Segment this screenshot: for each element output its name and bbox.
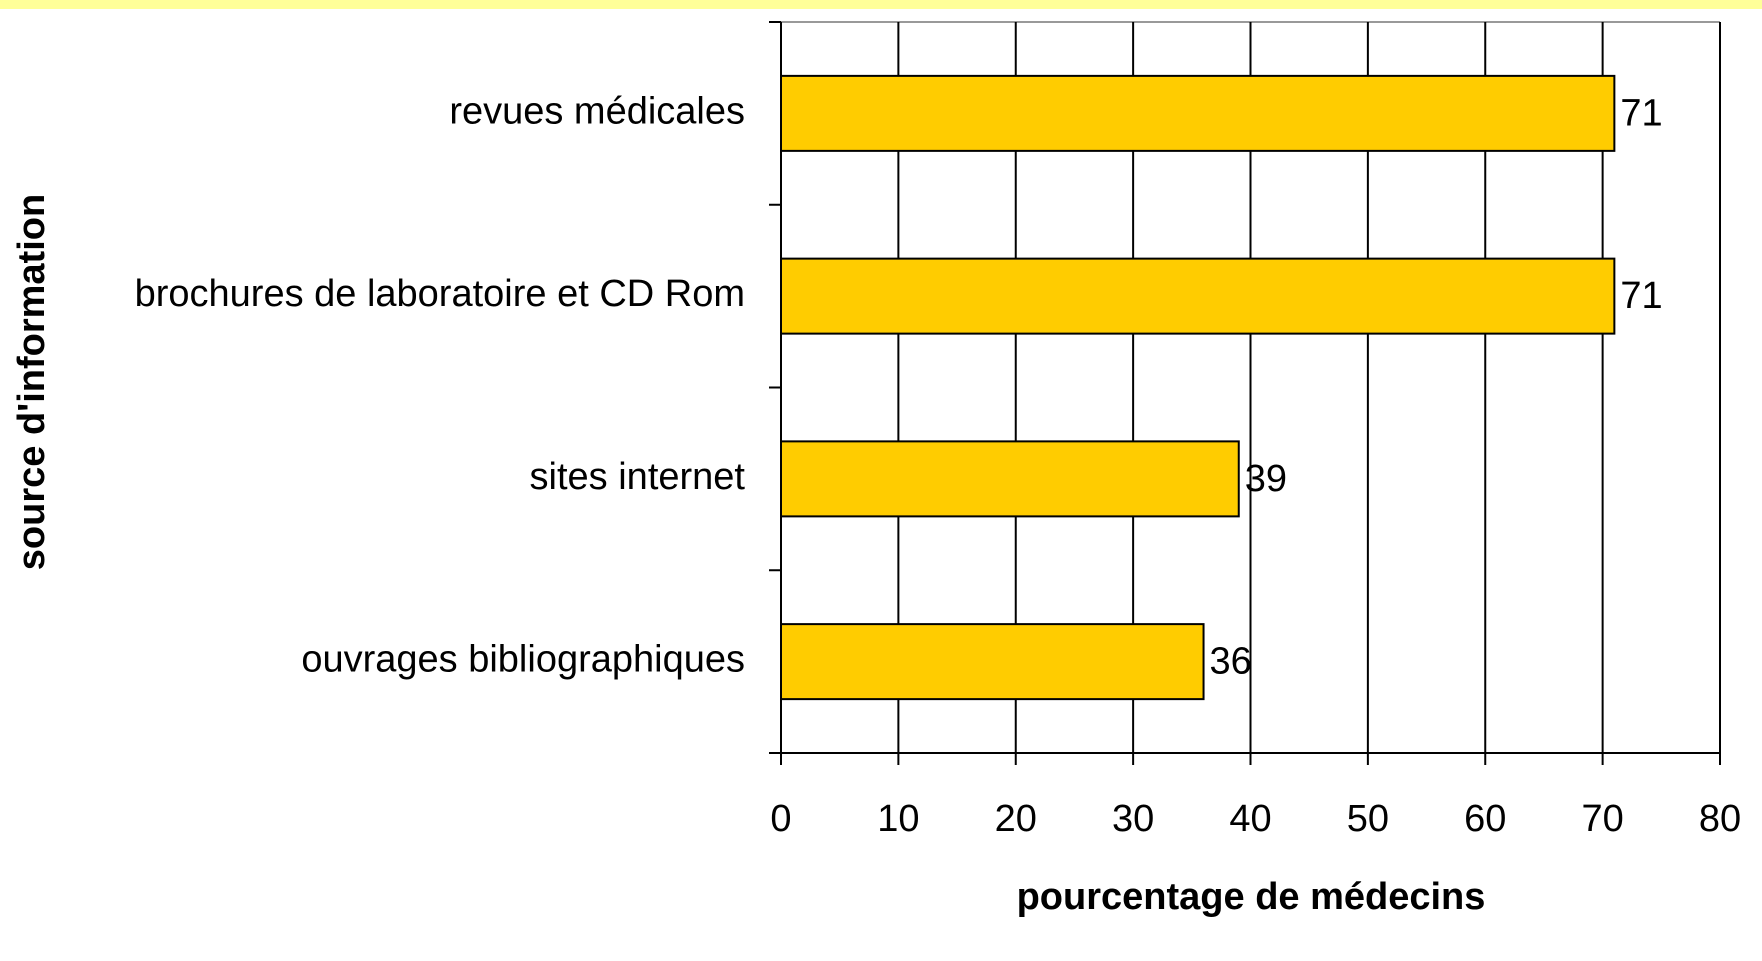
y-axis-title: source d'information: [11, 194, 53, 570]
x-tick-label: 20: [995, 798, 1037, 840]
x-tick-label: 50: [1347, 798, 1389, 840]
x-tick-label: 0: [770, 798, 791, 840]
y-tick-label: brochures de laboratoire et CD Rom: [135, 273, 745, 315]
x-tick-label: 70: [1581, 798, 1623, 840]
bar: [780, 623, 1205, 701]
value-label: 39: [1245, 458, 1287, 500]
bar: [780, 257, 1616, 335]
top-band: [0, 0, 1762, 9]
y-tick-label: sites internet: [530, 456, 746, 498]
x-tick-label: 40: [1229, 798, 1271, 840]
y-tick-label: ouvrages bibliographiques: [301, 639, 745, 681]
value-label: 36: [1210, 641, 1252, 683]
x-tick-label: 30: [1112, 798, 1154, 840]
value-label: 71: [1620, 275, 1662, 317]
value-label: 71: [1620, 92, 1662, 134]
x-tick-label: 10: [877, 798, 919, 840]
y-tick-label: revues médicales: [449, 90, 745, 132]
x-axis-title: pourcentage de médecins: [1017, 876, 1486, 918]
x-tick-label: 80: [1699, 798, 1741, 840]
bar: [780, 74, 1616, 152]
x-tick-label: 60: [1464, 798, 1506, 840]
bar: [780, 440, 1240, 518]
